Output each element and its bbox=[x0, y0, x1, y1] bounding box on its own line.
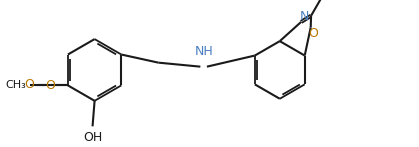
Text: O: O bbox=[46, 79, 56, 92]
Text: O: O bbox=[308, 27, 318, 40]
Text: O: O bbox=[24, 78, 34, 91]
Text: N: N bbox=[300, 10, 309, 23]
Text: NH: NH bbox=[194, 45, 213, 58]
Text: CH₃: CH₃ bbox=[5, 80, 26, 90]
Text: OH: OH bbox=[83, 131, 102, 144]
